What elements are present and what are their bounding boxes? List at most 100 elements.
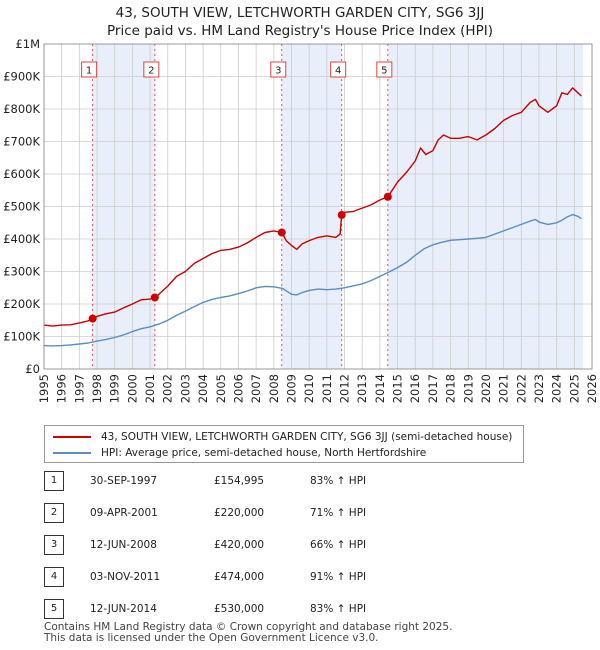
plot-border bbox=[43, 43, 593, 370]
x-tick-label: 2004 bbox=[196, 374, 210, 403]
y-tick-label: £700K bbox=[3, 135, 40, 149]
x-tick-label: 2010 bbox=[302, 374, 316, 403]
hpi-series-line bbox=[43, 213, 582, 347]
sale-label-text: 1 bbox=[86, 66, 92, 77]
transaction-date: 30-SEP-1997 bbox=[90, 475, 158, 487]
x-tick-label: 1997 bbox=[72, 374, 86, 403]
x-tick-label: 2005 bbox=[214, 374, 228, 403]
x-tick-label: 2017 bbox=[426, 374, 440, 403]
y-tick-label: £800K bbox=[3, 102, 40, 116]
transaction-price: £474,000 bbox=[214, 571, 265, 583]
x-tick-label: 2025 bbox=[567, 374, 581, 403]
legend-swatch-hpi bbox=[53, 452, 91, 454]
sale-point bbox=[337, 210, 346, 219]
x-tick-label: 2023 bbox=[532, 374, 546, 403]
x-tick-label: 2016 bbox=[408, 374, 422, 403]
x-tick-label: 2020 bbox=[479, 374, 493, 403]
sale-label-text: 4 bbox=[335, 66, 341, 77]
title-line-2: Price paid vs. HM Land Registry's House … bbox=[107, 23, 493, 39]
legend-label-price: 43, SOUTH VIEW, LETCHWORTH GARDEN CITY, … bbox=[101, 431, 513, 443]
transaction-number-badge: 3 bbox=[44, 535, 64, 555]
table-row: 5 12-JUN-2014 £530,000 83% ↑ HPI bbox=[44, 599, 424, 619]
x-tick-label: 2024 bbox=[550, 374, 564, 403]
legend-swatch-price bbox=[53, 436, 91, 438]
transaction-date: 12-JUN-2008 bbox=[90, 539, 157, 551]
x-tick-label: 2001 bbox=[143, 374, 157, 403]
table-row: 4 03-NOV-2011 £474,000 91% ↑ HPI bbox=[44, 567, 424, 587]
transaction-number-badge: 2 bbox=[44, 503, 64, 523]
price-series-line bbox=[43, 87, 582, 327]
x-tick-label: 2018 bbox=[444, 374, 458, 403]
y-tick-label: £0 bbox=[25, 362, 40, 376]
transaction-price: £530,000 bbox=[214, 603, 265, 615]
x-tick-label: 1996 bbox=[55, 374, 69, 403]
sale-label-text: 5 bbox=[381, 66, 387, 77]
transaction-number-badge: 5 bbox=[44, 599, 64, 619]
transaction-hpi: 91% ↑ HPI bbox=[310, 571, 367, 583]
table-row: 1 30-SEP-1997 £154,995 83% ↑ HPI bbox=[44, 471, 424, 491]
sale-label-text: 2 bbox=[148, 66, 154, 77]
sale-point bbox=[88, 314, 97, 323]
title-line-1: 43, SOUTH VIEW, LETCHWORTH GARDEN CITY, … bbox=[115, 5, 485, 21]
sale-label-box bbox=[270, 61, 287, 78]
transaction-number-badge: 4 bbox=[44, 567, 64, 587]
x-tick-label: 2014 bbox=[373, 374, 387, 403]
x-tick-label: 2007 bbox=[249, 374, 263, 403]
transaction-price: £420,000 bbox=[214, 539, 265, 551]
y-tick-label: £500K bbox=[3, 200, 40, 214]
y-tick-label: £1M bbox=[15, 37, 40, 51]
footer: Contains HM Land Registry data © Crown c… bbox=[44, 622, 452, 644]
transaction-hpi: 83% ↑ HPI bbox=[310, 475, 367, 487]
y-tick-label: £300K bbox=[3, 265, 40, 279]
y-tick-label: £200K bbox=[3, 297, 40, 311]
x-tick-label: 2022 bbox=[514, 374, 528, 403]
sale-label-box bbox=[330, 61, 347, 78]
transaction-price: £154,995 bbox=[214, 475, 265, 487]
x-tick-label: 1995 bbox=[37, 374, 51, 403]
x-tick-label: 2021 bbox=[497, 374, 511, 403]
legend-item-price: 43, SOUTH VIEW, LETCHWORTH GARDEN CITY, … bbox=[53, 429, 512, 445]
transaction-date: 12-JUN-2014 bbox=[90, 603, 157, 615]
legend-label-hpi: HPI: Average price, semi-detached house,… bbox=[101, 447, 427, 459]
transaction-date: 03-NOV-2011 bbox=[90, 571, 161, 583]
y-tick-label: £400K bbox=[3, 232, 40, 246]
transaction-hpi: 71% ↑ HPI bbox=[310, 507, 367, 519]
table-row: 2 09-APR-2001 £220,000 71% ↑ HPI bbox=[44, 503, 424, 523]
sale-label-box bbox=[143, 61, 160, 78]
x-tick-label: 2002 bbox=[161, 374, 175, 403]
x-tick-label: 2008 bbox=[267, 374, 281, 403]
price-chart: 1 2 3 4 5 £0 £100K £200K £300K £400K £500K £600K £70… bbox=[3, 37, 599, 403]
transaction-date: 09-APR-2001 bbox=[90, 507, 158, 519]
sale-point bbox=[150, 293, 159, 302]
transaction-hpi: 83% ↑ HPI bbox=[310, 603, 367, 615]
x-tick-label: 2006 bbox=[231, 374, 245, 403]
y-tick-label: £100K bbox=[3, 330, 40, 344]
transaction-hpi: 66% ↑ HPI bbox=[310, 539, 367, 551]
footer-licence: This data is licensed under the Open Gov… bbox=[44, 632, 379, 644]
sale-label-text: 3 bbox=[275, 66, 281, 77]
sale-label-box bbox=[81, 61, 98, 78]
transaction-price: £220,000 bbox=[214, 507, 265, 519]
x-tick-label: 2019 bbox=[461, 374, 475, 403]
y-tick-label: £900K bbox=[3, 70, 40, 84]
sale-point bbox=[277, 228, 286, 237]
x-tick-label: 1999 bbox=[108, 374, 122, 403]
y-tick-label: £600K bbox=[3, 167, 40, 181]
x-tick-label: 2015 bbox=[391, 374, 405, 403]
x-tick-label: 2013 bbox=[355, 374, 369, 403]
chart-title: 43, SOUTH VIEW, LETCHWORTH GARDEN CITY, … bbox=[0, 4, 600, 40]
sale-point bbox=[383, 192, 392, 201]
sale-label-box bbox=[376, 61, 393, 78]
x-tick-label: 2011 bbox=[320, 374, 334, 403]
x-tick-label: 2003 bbox=[178, 374, 192, 403]
x-tick-label: 2012 bbox=[338, 374, 352, 403]
table-row: 3 12-JUN-2008 £420,000 66% ↑ HPI bbox=[44, 535, 424, 555]
x-tick-label: 1998 bbox=[90, 374, 104, 403]
transaction-number-badge: 1 bbox=[44, 471, 64, 491]
x-tick-label: 2009 bbox=[284, 374, 298, 403]
x-tick-label: 2000 bbox=[125, 374, 139, 403]
legend-item-hpi: HPI: Average price, semi-detached house,… bbox=[53, 445, 426, 461]
legend: 43, SOUTH VIEW, LETCHWORTH GARDEN CITY, … bbox=[44, 425, 524, 463]
x-tick-label: 2026 bbox=[585, 374, 599, 403]
footer-copyright: Contains HM Land Registry data © Crown c… bbox=[44, 621, 453, 633]
